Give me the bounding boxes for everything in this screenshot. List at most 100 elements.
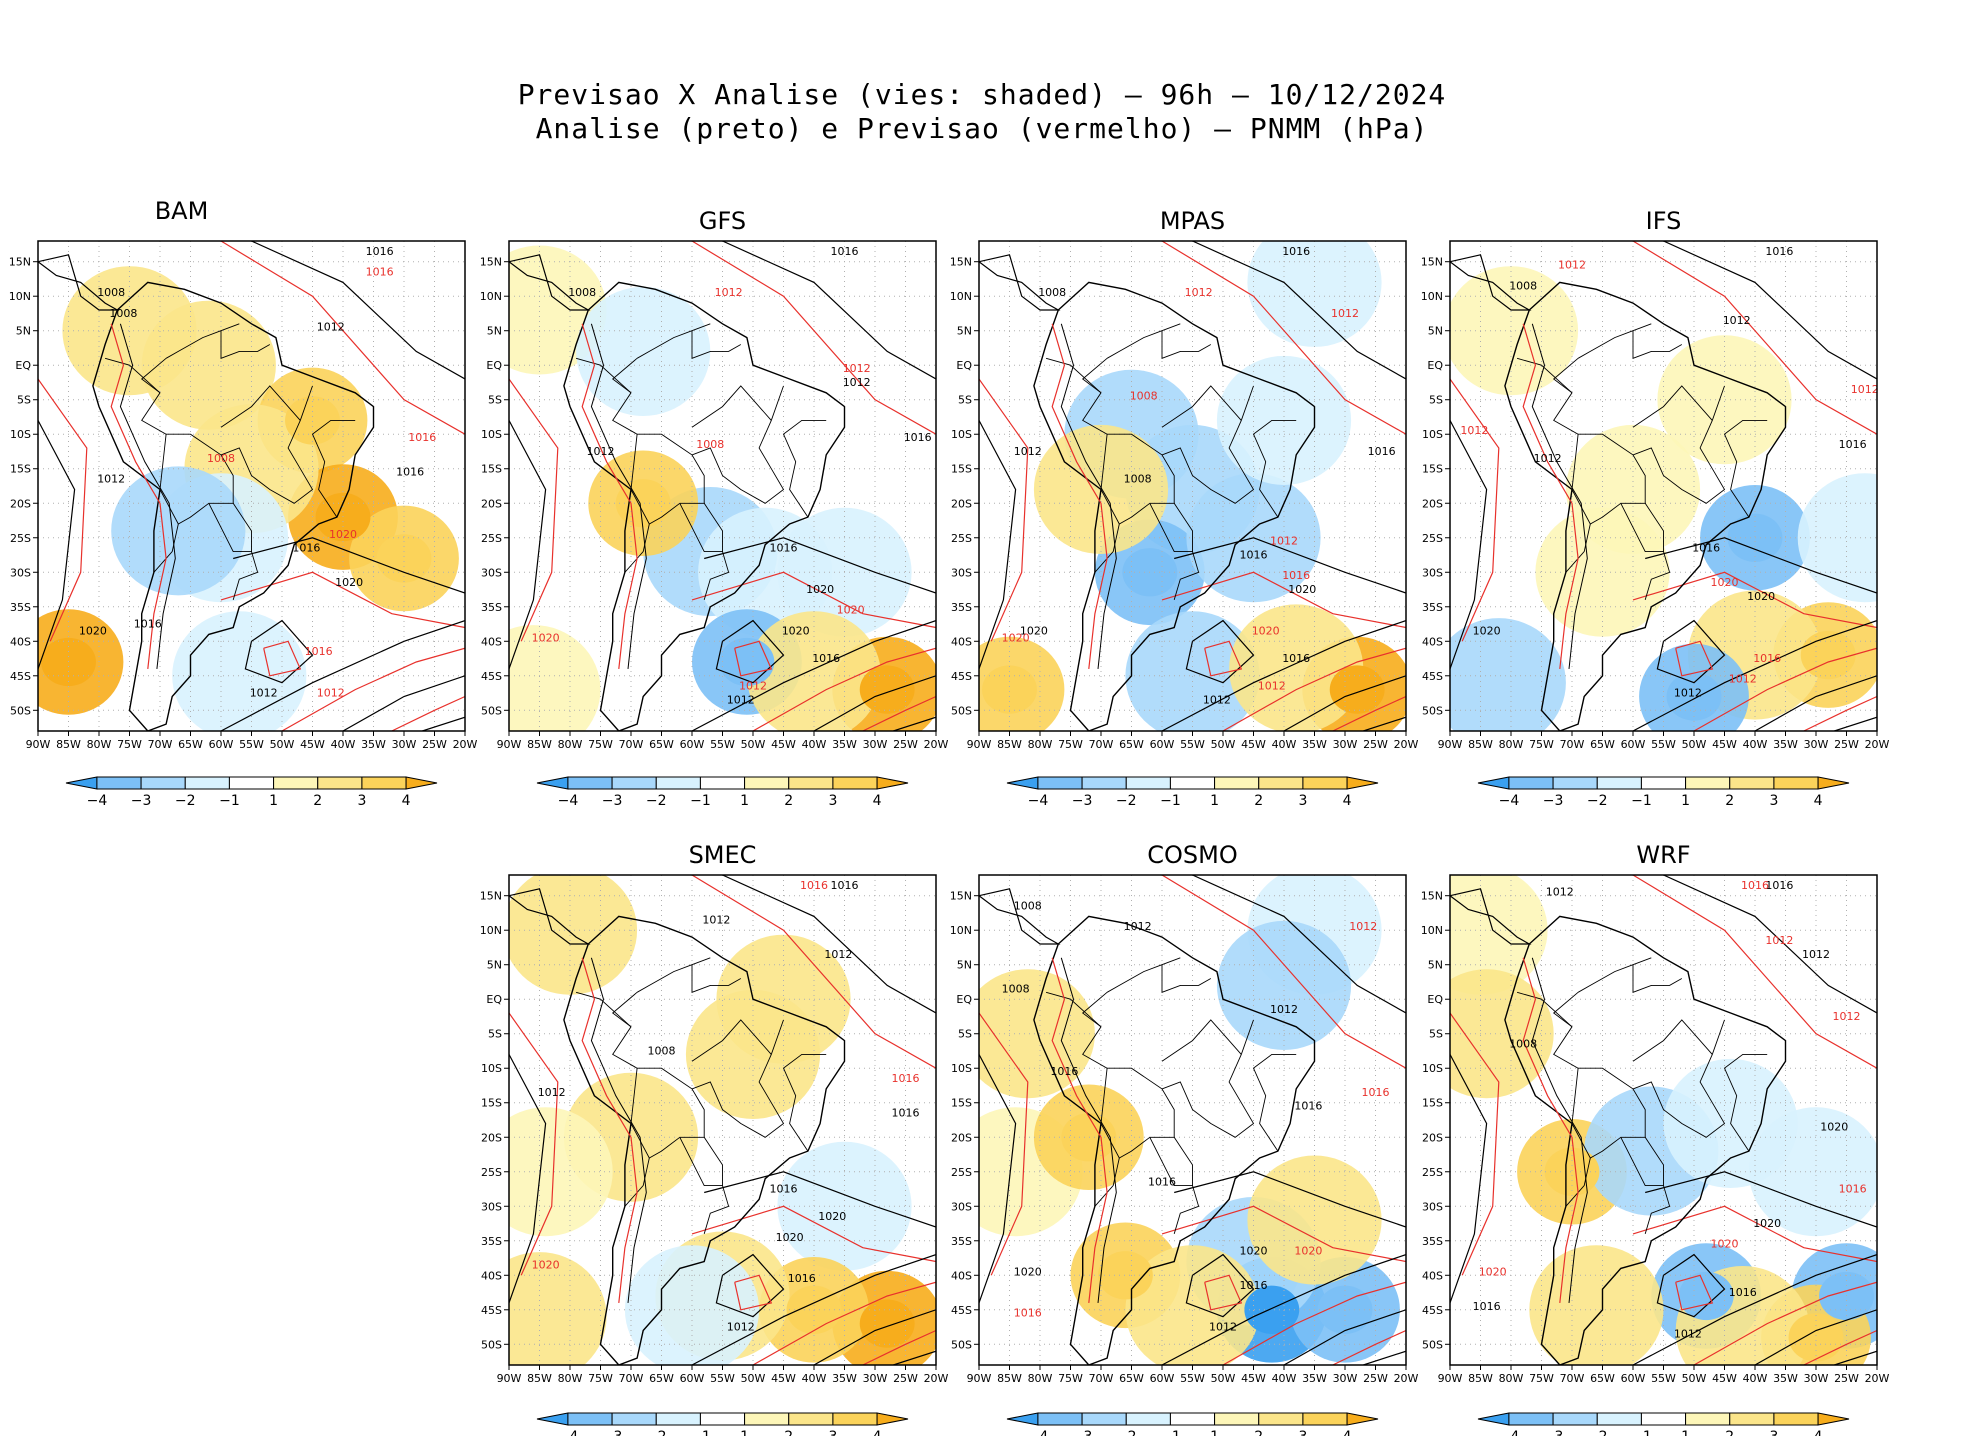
- colorbar-segment: [1729, 776, 1775, 790]
- country-border: [575, 357, 632, 394]
- isobar-line: [1803, 695, 1877, 731]
- contour-label: 1016: [1294, 1100, 1322, 1113]
- y-tick-label: 45S: [1422, 670, 1443, 683]
- andes-isobar: [1051, 323, 1108, 669]
- bias-core: [376, 534, 432, 583]
- country-border: [311, 419, 356, 518]
- y-tick-label: 35S: [951, 601, 972, 614]
- plot-area: 1016101610121012101610161012100810161020…: [509, 875, 936, 1365]
- isobar-line: [342, 675, 465, 731]
- colorbar-arrow-right: [1346, 1412, 1379, 1426]
- colorbar-label: 2: [784, 793, 793, 809]
- colorbar-segment: [1640, 1412, 1687, 1426]
- x-tick-label: 90W: [967, 738, 992, 751]
- andes-isobar: [1060, 957, 1117, 1303]
- x-tick-label: 25W: [893, 738, 918, 751]
- y-tick-label: 20S: [10, 497, 31, 510]
- y-tick-label: EQ: [15, 359, 31, 372]
- country-border: [1632, 964, 1683, 993]
- colorbar-segment: [1125, 776, 1171, 790]
- colorbar-label: −3: [131, 793, 152, 809]
- colorbar-arrow-left: [536, 1412, 569, 1426]
- colorbar-label: −3: [1072, 793, 1093, 809]
- colorbar-segment: [832, 776, 878, 790]
- colorbar-label: 2: [1725, 1429, 1734, 1436]
- isobar-line: [691, 620, 936, 731]
- bias-core: [859, 665, 915, 714]
- x-tick-label: 20W: [1865, 738, 1890, 751]
- colorbar-label: 1: [1210, 793, 1219, 809]
- colorbar-segment: [1640, 776, 1687, 790]
- panel-mpas: MPAS 1016 1008 1012 1012 1012 1008 1016 1008 1016…: [950, 207, 1419, 809]
- contour-label: 1016: [305, 645, 333, 658]
- colorbar-segment: [1773, 1412, 1819, 1426]
- colorbar-label: 1: [740, 793, 749, 809]
- colorbar-label: −4: [558, 1429, 579, 1436]
- x-tick-label: 75W: [117, 738, 142, 751]
- colorbar-segment: [1685, 776, 1731, 790]
- isobar-line: [38, 378, 88, 642]
- y-tick-label: 15S: [1422, 463, 1443, 476]
- contour-label: 1012: [250, 686, 278, 699]
- x-tick-label: 60W: [1621, 738, 1646, 751]
- isobar-line: [1450, 420, 1488, 670]
- x-tick-label: 45W: [300, 738, 325, 751]
- x-tick-label: 75W: [1529, 738, 1554, 751]
- country-border: [1644, 1185, 1671, 1235]
- contour-label: 1008: [1130, 390, 1158, 403]
- isobar-line: [1834, 1350, 1877, 1365]
- colorbar-label: 2: [784, 1429, 793, 1436]
- x-tick-label: 85W: [997, 1372, 1022, 1385]
- x-tick-label: 50W: [270, 738, 295, 751]
- country-border: [165, 323, 240, 359]
- country-border: [1723, 1053, 1768, 1152]
- bias-blob: [1748, 1107, 1877, 1237]
- bias-blob: [111, 466, 246, 596]
- colorbar-label: −2: [646, 793, 667, 809]
- x-tick-label: 40W: [1743, 738, 1768, 751]
- contour-label: 1016: [770, 1182, 798, 1195]
- contour-label: 1020: [532, 631, 560, 644]
- x-tick-label: 55W: [710, 738, 735, 751]
- contour-label: 1012: [1258, 680, 1286, 693]
- colorbar-segment: [744, 1412, 790, 1426]
- isobar-line: [1161, 241, 1406, 435]
- country-border: [1161, 330, 1212, 359]
- x-tick-label: 65W: [649, 738, 674, 751]
- colorbar-arrow-right: [1817, 1412, 1850, 1426]
- contour-label: 1012: [1833, 1010, 1861, 1023]
- isobar-line: [1363, 1350, 1406, 1365]
- country-border: [624, 1157, 650, 1207]
- colorbar-segment: [140, 776, 186, 790]
- country-border: [691, 330, 742, 359]
- y-tick-label: 45S: [481, 670, 502, 683]
- contour-label: 1008: [1038, 286, 1066, 299]
- contour-label: 1012: [843, 376, 871, 389]
- x-tick-label: 35W: [832, 1372, 857, 1385]
- country-border: [1106, 957, 1181, 993]
- andes-isobar: [1531, 323, 1588, 669]
- x-tick-label: 45W: [771, 738, 796, 751]
- continent-outline: [92, 281, 375, 731]
- contour-label: 1012: [1270, 535, 1298, 548]
- colorbar-label: 4: [873, 793, 882, 809]
- colorbar-label: 3: [1298, 1429, 1307, 1436]
- y-tick-label: EQ: [486, 993, 502, 1006]
- colorbar-label: −3: [602, 1429, 623, 1436]
- y-tick-label: 35S: [481, 1235, 502, 1248]
- colorbar-segment: [1037, 776, 1083, 790]
- isobar-line: [509, 1012, 559, 1276]
- colorbar-segment: [1552, 776, 1598, 790]
- y-tick-label: 10N: [480, 290, 502, 303]
- y-tick-label: 40S: [481, 1269, 502, 1282]
- y-tick-label: 35S: [481, 601, 502, 614]
- y-tick-label: 20S: [951, 497, 972, 510]
- x-tick-label: 55W: [1180, 738, 1205, 751]
- isobar-line: [734, 1274, 773, 1311]
- contour-label: 1012: [1558, 259, 1586, 272]
- colorbar-label: 4: [1814, 1429, 1823, 1436]
- x-tick-label: 25W: [1834, 738, 1859, 751]
- y-tick-label: 20S: [481, 497, 502, 510]
- colorbar-label: 1: [1681, 793, 1690, 809]
- x-tick-label: 25W: [1363, 738, 1388, 751]
